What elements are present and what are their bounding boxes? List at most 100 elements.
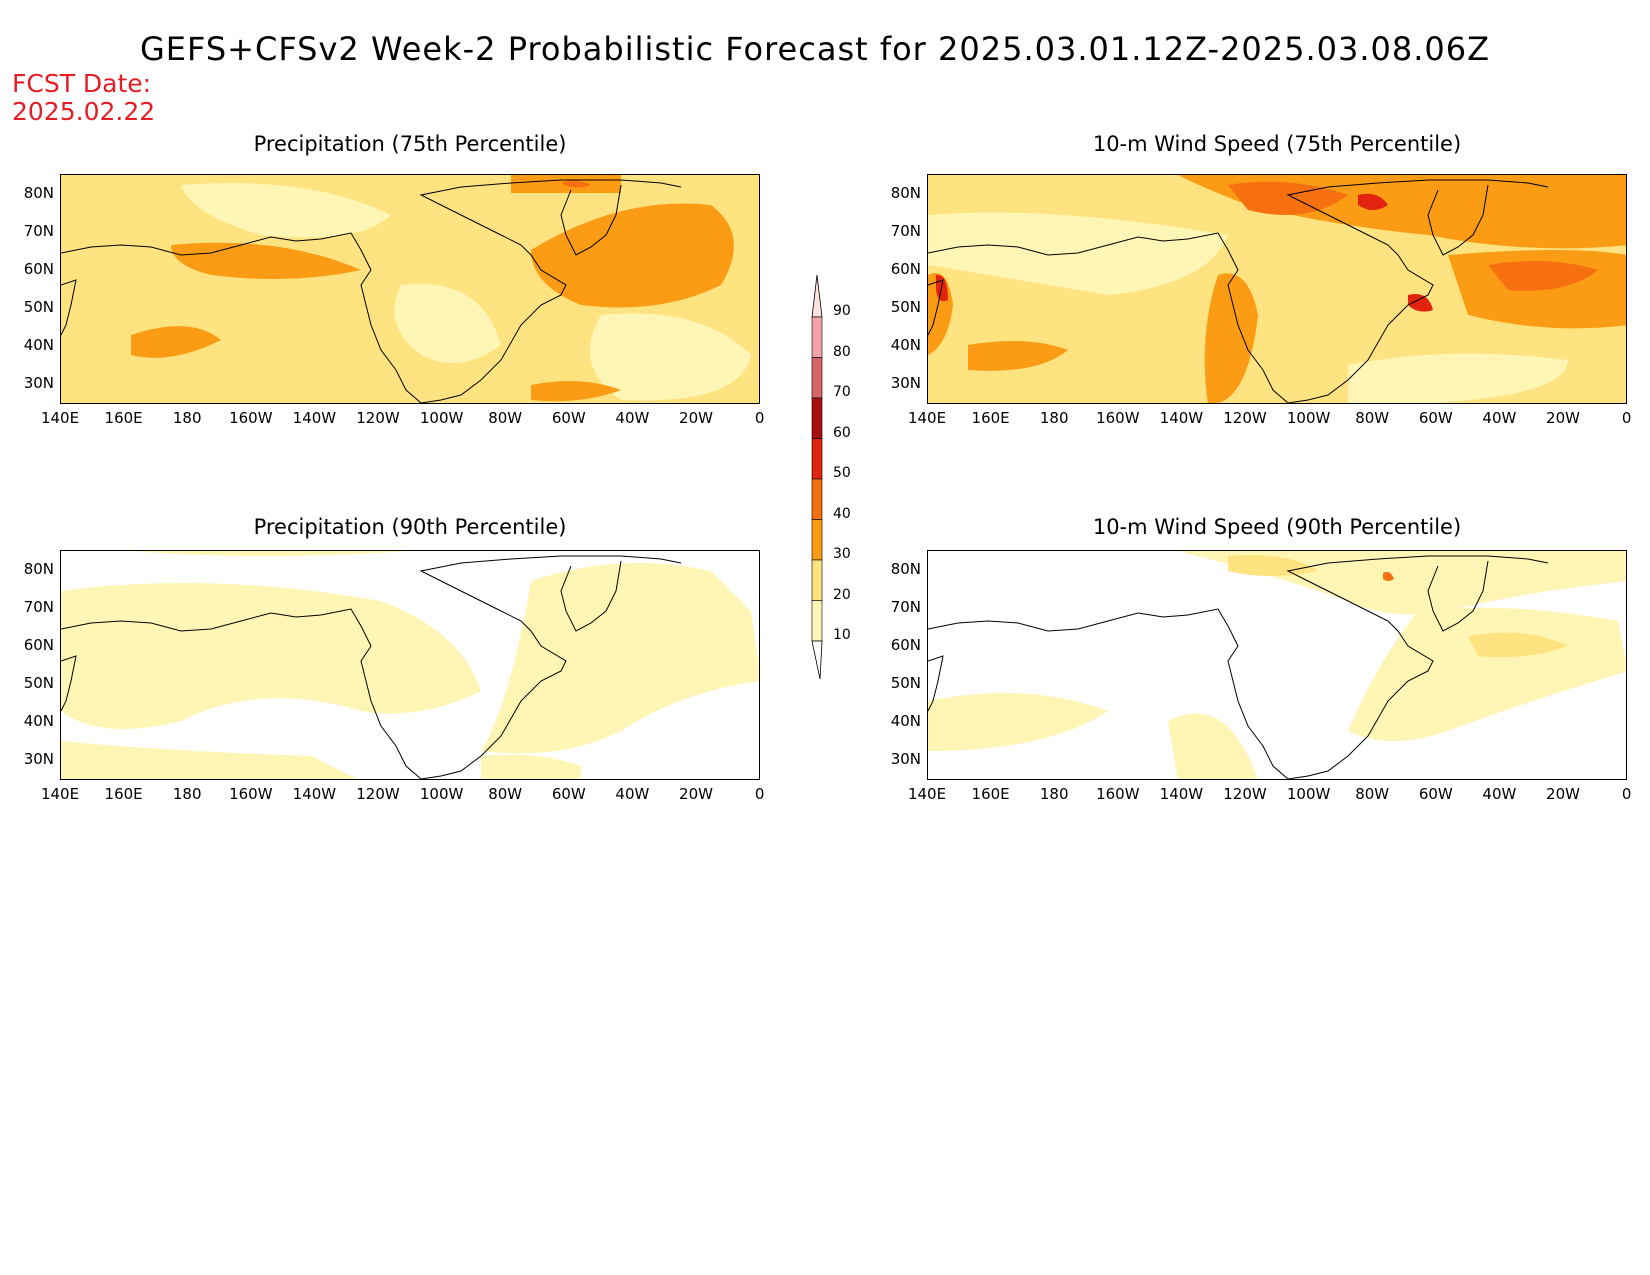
- lon-tick-label: 140W: [1159, 785, 1204, 803]
- lon-tick-label: 160E: [104, 785, 143, 803]
- lon-tick-label: 140E: [40, 785, 80, 803]
- coastline: [61, 279, 77, 336]
- lat-tick-label: 50N: [890, 298, 921, 316]
- colorbar-svg: [811, 274, 823, 680]
- coastline: [61, 555, 682, 779]
- probability-region: [481, 563, 759, 754]
- lon-tick-label: 80W: [1355, 409, 1390, 427]
- lon-tick-label: 100W: [1286, 409, 1331, 427]
- colorbar-swatch: [811, 600, 823, 642]
- probability-region: [1348, 607, 1626, 741]
- lon-tick-label: 60W: [551, 409, 586, 427]
- probability-region: [1168, 713, 1258, 779]
- lon-tick-label: 20W: [679, 785, 713, 803]
- colorbar-label: 20: [833, 586, 851, 603]
- lat-tick-label: 50N: [23, 674, 54, 692]
- lon-tick-label: 160E: [971, 785, 1010, 803]
- forecast-field: [61, 551, 759, 779]
- colorbar-label: 10: [833, 627, 851, 643]
- lon-tick-label: 80W: [488, 785, 523, 803]
- colorbar-label: 60: [833, 424, 851, 441]
- lon-tick-label: 180: [172, 409, 202, 427]
- panel-title-precip-90: Precipitation (90th Percentile): [253, 515, 567, 539]
- lon-tick-label: 140E: [907, 785, 947, 803]
- lat-tick-label: 40N: [890, 336, 921, 354]
- lon-tick-label: 160W: [1096, 409, 1140, 427]
- lat-tick-label: 30N: [890, 374, 921, 392]
- coastline: [928, 279, 944, 336]
- probability-region: [589, 313, 751, 401]
- map-precip-90: [60, 550, 760, 780]
- lon-tick-label: 180: [172, 785, 202, 803]
- probability-region: [481, 754, 581, 779]
- coastline: [928, 179, 1549, 403]
- lat-tick-label: 60N: [890, 636, 921, 654]
- lat-tick-label: 30N: [890, 750, 921, 768]
- colorbar-swatch: [811, 519, 823, 561]
- lat-tick-label: 60N: [890, 260, 921, 278]
- colorbar: 90 80 70 60 50 40 30 20 10: [811, 274, 851, 689]
- lat-tick-label: 50N: [23, 298, 54, 316]
- coastline: [928, 555, 1549, 779]
- fcst-date-label: FCST Date:: [12, 69, 152, 98]
- lon-tick-label: 0: [754, 785, 765, 803]
- probability-region: [171, 242, 361, 279]
- lon-tick-label: 120W: [356, 409, 400, 427]
- probability-region: [1228, 555, 1318, 576]
- probability-region: [1358, 193, 1388, 210]
- probability-region: [1383, 571, 1394, 581]
- lon-tick-label: 160W: [229, 409, 273, 427]
- lat-tick-label: 40N: [890, 712, 921, 730]
- colorbar-label: 90: [833, 303, 851, 319]
- lon-tick-label: 60W: [551, 785, 586, 803]
- lon-tick-label: 140W: [1159, 409, 1204, 427]
- lon-tick-label: 40W: [615, 785, 650, 803]
- colorbar-label: 70: [833, 384, 851, 400]
- lon-tick-label: 160E: [104, 409, 143, 427]
- forecast-field: [61, 175, 759, 403]
- lon-tick-label: 40W: [615, 409, 650, 427]
- colorbar-bottom-tip: [811, 640, 823, 680]
- coastline: [61, 179, 682, 403]
- probability-region: [1468, 632, 1568, 658]
- colorbar-swatch: [811, 559, 823, 601]
- lat-tick-label: 50N: [890, 674, 921, 692]
- colorbar-swatch: [811, 397, 823, 439]
- colorbar-swatch: [811, 316, 823, 358]
- lat-tick-label: 40N: [23, 336, 54, 354]
- probability-region: [1204, 273, 1258, 403]
- lon-tick-label: 80W: [488, 409, 523, 427]
- probability-region: [131, 326, 221, 358]
- probability-region: [61, 583, 481, 729]
- probability-region: [531, 381, 621, 402]
- colorbar-swatch: [811, 357, 823, 399]
- lon-tick-label: 0: [1621, 409, 1632, 427]
- panel-title-precip-75: Precipitation (75th Percentile): [253, 132, 567, 156]
- lat-tick-label: 40N: [23, 712, 54, 730]
- map-wind-75: [927, 174, 1627, 404]
- lon-tick-label: 140E: [907, 409, 947, 427]
- lon-tick-label: 20W: [1546, 785, 1580, 803]
- lat-tick-label: 70N: [23, 222, 54, 240]
- main-title: GEFS+CFSv2 Week-2 Probabilistic Forecast…: [140, 30, 1491, 68]
- probability-region: [1488, 261, 1598, 291]
- lon-tick-label: 120W: [1223, 409, 1267, 427]
- lon-tick-label: 60W: [1418, 785, 1453, 803]
- probability-region: [61, 741, 357, 779]
- panel-title-wind-75: 10-m Wind Speed (75th Percentile): [1092, 132, 1462, 156]
- lat-tick-label: 70N: [23, 598, 54, 616]
- colorbar-swatch: [811, 478, 823, 520]
- lon-tick-label: 80W: [1355, 785, 1390, 803]
- lon-tick-label: 40W: [1482, 785, 1517, 803]
- fcst-date-value: 2025.02.22: [12, 97, 156, 126]
- probability-region: [968, 341, 1068, 371]
- panel-title-wind-90: 10-m Wind Speed (90th Percentile): [1092, 515, 1462, 539]
- map-precip-75: [60, 174, 760, 404]
- map-wind-90: [927, 550, 1627, 780]
- lat-tick-label: 60N: [23, 260, 54, 278]
- lon-tick-label: 100W: [1286, 785, 1331, 803]
- lon-tick-label: 0: [1621, 785, 1632, 803]
- lon-tick-label: 160W: [229, 785, 273, 803]
- lat-tick-label: 80N: [23, 184, 54, 202]
- probability-region: [928, 693, 1108, 751]
